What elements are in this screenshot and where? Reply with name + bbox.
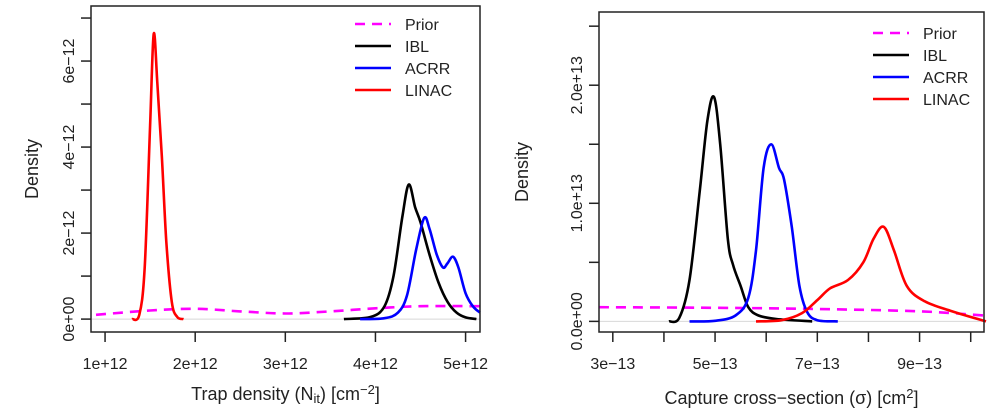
legend-label-prior: Prior <box>405 17 439 34</box>
x-tick-label: 3e+12 <box>263 356 308 373</box>
x-tick-label: 1e+12 <box>83 356 128 373</box>
y-tick-label: 6e−12 <box>61 38 78 83</box>
y-tick-label: 1.0e+13 <box>569 174 586 232</box>
series-line-linac <box>131 31 184 322</box>
y-tick-label: 0.0e+00 <box>569 292 586 350</box>
x-tick-label: 4e+12 <box>353 356 398 373</box>
series-line-ibl <box>343 183 477 321</box>
series-line-acrr <box>360 215 481 321</box>
x-axis-title-xlabel-end: ] <box>913 388 918 408</box>
x-axis-title-xlabel-tail: ) [cm <box>320 384 360 404</box>
x-axis-title-xlabel: Capture cross−section (σ) [cm <box>665 388 907 408</box>
x-axis-title-xlabel-end: ] <box>375 384 380 404</box>
x-tick-label: 5e+12 <box>443 356 488 373</box>
y-axis-title: Density <box>512 142 532 202</box>
x-axis-title: Trap density (Nit) [cm−2] <box>191 382 380 406</box>
x-tick-label: 2e+12 <box>173 356 218 373</box>
y-axis-title: Density <box>22 139 42 199</box>
x-tick-label: 5e−13 <box>693 356 738 373</box>
series-line-linac <box>755 225 987 323</box>
legend-label-acrr: ACRR <box>923 70 968 87</box>
series-line-acrr <box>689 143 838 323</box>
chart-2: 3e−13 5e−13 7e−13 9e−13 0.0e+00 1.0e+13 2.0e+1… <box>512 11 987 408</box>
x-axis-title-xlabel-sup: 2 <box>906 386 913 401</box>
legend-label-prior: Prior <box>923 26 957 43</box>
y-tick-label: 4e−12 <box>61 124 78 169</box>
legend-label-ibl: IBL <box>405 39 429 56</box>
series-line-prior <box>95 304 481 317</box>
series-line-ibl <box>668 94 813 324</box>
chart-1: 1e+12 2e+12 3e+12 4e+12 5e+12 0e+00 2e−12 4e−12… <box>22 5 488 406</box>
x-axis-title-xlabel: Trap density (N <box>191 384 313 404</box>
x-tick-label: 3e−13 <box>590 356 635 373</box>
x-axis-title-xlabel-sub: it <box>314 391 321 406</box>
x-axis-title: Capture cross−section (σ) [cm2] <box>665 386 919 408</box>
legend-label-ibl: IBL <box>923 48 947 65</box>
x-tick-label: 9e−13 <box>897 356 942 373</box>
x-tick-label: 7e−13 <box>795 356 840 373</box>
y-tick-label: 0e+00 <box>61 297 78 342</box>
y-tick-label: 2.0e+13 <box>569 56 586 114</box>
legend-label-linac: LINAC <box>405 83 452 100</box>
legend-label-acrr: ACRR <box>405 61 450 78</box>
y-tick-label: 2e−12 <box>61 211 78 256</box>
x-axis-title-xlabel-sup: −2 <box>360 382 375 397</box>
legend-label-linac: LINAC <box>923 92 970 109</box>
series-line-prior <box>598 305 985 317</box>
plot-frame <box>598 11 985 333</box>
